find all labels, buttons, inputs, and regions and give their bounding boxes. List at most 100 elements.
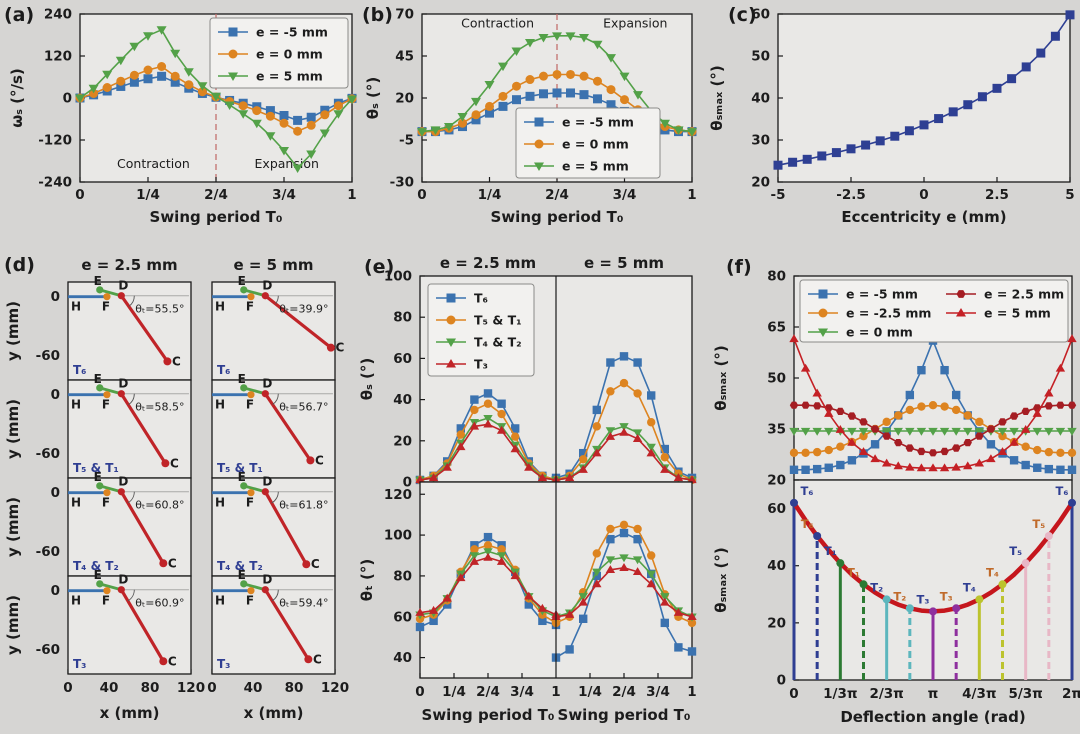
point-label: C — [311, 557, 320, 571]
legend-item-label: e = -5 mm — [846, 287, 918, 302]
marker — [687, 647, 697, 656]
tick-label: 40 — [751, 91, 770, 107]
linkage-cell-T₅ & T₁: E D H F Cθₜ=56.7° T₅ & T₁ — [211, 372, 336, 479]
marker — [292, 164, 303, 173]
marker — [552, 69, 562, 79]
marker — [1067, 334, 1077, 343]
legend: T₆ T₅ & T₁ T₄ & T₂ T₃ — [427, 283, 535, 377]
angle-label: θₜ=56.7° — [279, 401, 328, 414]
marker — [660, 453, 669, 462]
joint-E — [96, 384, 104, 392]
stem-label: T₃ — [940, 589, 953, 603]
marker — [252, 106, 262, 116]
cell-box — [67, 379, 192, 479]
marker — [498, 91, 508, 101]
cell-label: T₆ — [73, 363, 86, 377]
joint-E — [96, 580, 104, 588]
marker — [143, 32, 153, 41]
marker — [320, 105, 330, 115]
panel-c-tag: (c) — [728, 4, 757, 26]
marker — [1044, 402, 1053, 410]
linkage-crank-ED — [243, 582, 266, 592]
linkage-cell-T₆: E D H F Cθₜ=55.5° T₆ — [67, 274, 192, 381]
joint-C — [306, 456, 315, 465]
angle-label: θₜ=39.9° — [279, 303, 328, 316]
marker — [789, 465, 799, 474]
marker — [859, 418, 868, 426]
marker — [1007, 74, 1017, 84]
tick-label: 0 — [51, 485, 60, 501]
stem-label: T₆ — [801, 484, 814, 498]
marker — [497, 409, 506, 419]
marker — [660, 597, 670, 606]
marker — [633, 389, 642, 398]
marker — [975, 417, 984, 427]
angle-label: θₜ=55.5° — [135, 303, 184, 316]
marker — [605, 565, 616, 573]
point-label: E — [94, 470, 102, 484]
point-label: D — [262, 573, 272, 587]
marker — [1055, 363, 1066, 372]
marker — [836, 407, 845, 415]
marker — [170, 71, 180, 81]
marker — [469, 421, 480, 430]
series-θsmax vs e — [773, 10, 1075, 170]
marker — [1009, 412, 1019, 420]
linkage-rod-DC — [119, 490, 165, 565]
tick-label: 40 — [244, 680, 263, 696]
legend-item-label: T₆ — [474, 291, 488, 306]
marker — [564, 610, 575, 618]
marker — [579, 614, 588, 623]
marker — [974, 427, 985, 436]
joint-E — [96, 482, 104, 490]
marker — [170, 77, 180, 87]
marker — [592, 568, 602, 577]
marker — [870, 440, 880, 449]
marker — [818, 308, 828, 318]
marker — [483, 414, 493, 423]
marker — [633, 524, 642, 534]
series-T₃-R — [551, 427, 697, 484]
stem-label: T₂ — [893, 589, 906, 603]
point-label: H — [215, 594, 225, 608]
tick-label: 100 — [384, 528, 412, 544]
joint-D — [261, 488, 269, 496]
tick-label: 5/3π — [1008, 686, 1042, 702]
marker — [992, 83, 1002, 93]
linkage-rod-DC — [119, 588, 165, 663]
marker — [415, 475, 425, 484]
cell-label: T₄ & T₂ — [217, 559, 263, 573]
marker — [306, 120, 316, 130]
point-label: H — [71, 398, 81, 412]
marker — [592, 422, 601, 431]
y-axis-label: y (mm) — [4, 595, 22, 655]
marker — [939, 427, 950, 436]
marker — [129, 42, 140, 52]
point-label: D — [118, 377, 128, 391]
stem-label: T₅ — [1032, 517, 1045, 531]
point-label: D — [118, 279, 128, 293]
tick-label: 0 — [51, 583, 60, 599]
linkage-crank-ED — [99, 484, 122, 494]
marker — [858, 447, 869, 455]
marker — [469, 552, 480, 561]
marker — [951, 462, 961, 471]
linkage-cell-T₅ & T₁: E D H F Cθₜ=58.5° T₅ & T₁ — [67, 372, 192, 479]
tick-label: 20 — [751, 175, 770, 191]
stem-dot — [952, 604, 961, 613]
marker — [606, 54, 616, 63]
panel-c: (c) -5 -2.5 0 2.5 5 20 30 40 50 60 Eccentricity e … — [700, 0, 1080, 236]
marker — [632, 434, 643, 442]
marker — [471, 115, 481, 125]
tick-label: 35 — [767, 422, 786, 438]
marker — [998, 418, 1007, 426]
stem-label: T₁ — [824, 544, 837, 558]
marker — [512, 95, 521, 105]
angle-arc — [271, 491, 279, 504]
stem-label: T₅ — [1009, 544, 1022, 558]
panel-d: (d) e = 2.5 mm e = 5 mm y (mm) 0 -60 y (mm) 0 -… — [0, 242, 356, 734]
marker — [881, 427, 892, 436]
angle-label: θₜ=61.8° — [279, 499, 328, 512]
marker — [812, 388, 822, 397]
tick-label: 1/4 — [442, 684, 466, 700]
